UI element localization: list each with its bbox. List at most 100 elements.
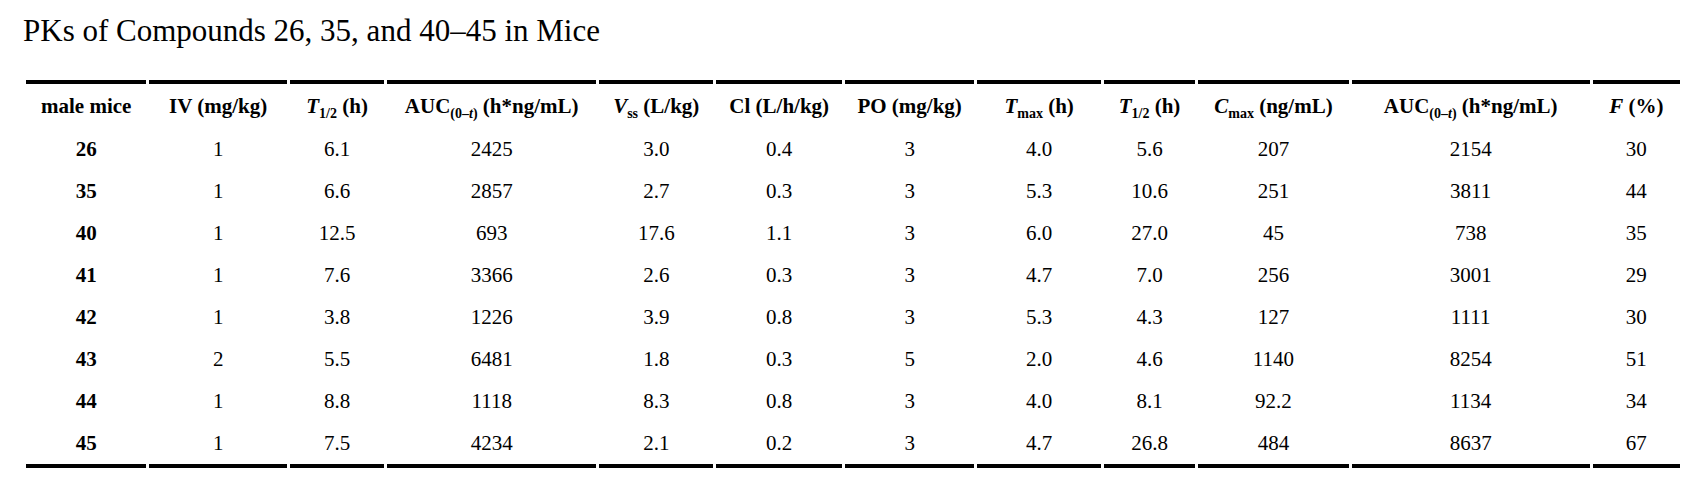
cell-po-t-half: 26.8 xyxy=(1104,422,1195,468)
cell-po-auc: 1111 xyxy=(1352,296,1590,338)
compound-id: 35 xyxy=(26,170,146,212)
cell-cmax: 92.2 xyxy=(1198,380,1349,422)
cell-po-t-half: 8.1 xyxy=(1104,380,1195,422)
cell-po-dose: 3 xyxy=(845,380,974,422)
cell-cl: 0.3 xyxy=(716,170,841,212)
cell-tmax: 5.3 xyxy=(977,170,1100,212)
cell-tmax: 2.0 xyxy=(977,338,1100,380)
cell-iv-dose: 2 xyxy=(149,338,287,380)
cell-iv-t-half: 6.6 xyxy=(290,170,384,212)
col-header-po-t-half: T1/2 (h) xyxy=(1104,80,1195,128)
cell-iv-dose: 1 xyxy=(149,254,287,296)
cell-cmax: 127 xyxy=(1198,296,1349,338)
col-header-po-auc: AUC(0–t) (h*ng/mL) xyxy=(1352,80,1590,128)
cell-po-dose: 3 xyxy=(845,128,974,170)
cell-iv-auc: 2857 xyxy=(387,170,596,212)
cell-f-percent: 67 xyxy=(1593,422,1680,468)
cell-vss: 8.3 xyxy=(599,380,713,422)
cell-cl: 0.3 xyxy=(716,254,841,296)
cell-iv-t-half: 7.6 xyxy=(290,254,384,296)
cell-cmax: 1140 xyxy=(1198,338,1349,380)
cell-po-t-half: 27.0 xyxy=(1104,212,1195,254)
cell-iv-auc: 2425 xyxy=(387,128,596,170)
cell-po-dose: 3 xyxy=(845,296,974,338)
col-header-iv-t-half: T1/2 (h) xyxy=(290,80,384,128)
cell-cl: 0.8 xyxy=(716,380,841,422)
table-row-compound-42: 4213.812263.90.835.34.3127111130 xyxy=(26,296,1680,338)
col-header-tmax: Tmax (h) xyxy=(977,80,1100,128)
cell-vss: 2.6 xyxy=(599,254,713,296)
cell-po-dose: 3 xyxy=(845,422,974,468)
cell-vss: 1.8 xyxy=(599,338,713,380)
cell-tmax: 4.7 xyxy=(977,254,1100,296)
cell-f-percent: 34 xyxy=(1593,380,1680,422)
cell-iv-t-half: 5.5 xyxy=(290,338,384,380)
cell-iv-dose: 1 xyxy=(149,128,287,170)
col-header-iv-auc: AUC(0–t) (h*ng/mL) xyxy=(387,80,596,128)
cell-po-t-half: 4.6 xyxy=(1104,338,1195,380)
cell-iv-dose: 1 xyxy=(149,212,287,254)
page: PKs of Compounds 26, 35, and 40–45 in Mi… xyxy=(0,0,1702,468)
header-row: male miceIV (mg/kg)T1/2 (h)AUC(0–t) (h*n… xyxy=(26,80,1680,128)
cell-po-dose: 5 xyxy=(845,338,974,380)
cell-f-percent: 30 xyxy=(1593,128,1680,170)
compound-id: 26 xyxy=(26,128,146,170)
compound-id: 45 xyxy=(26,422,146,468)
compound-id: 41 xyxy=(26,254,146,296)
cell-iv-auc: 1226 xyxy=(387,296,596,338)
table-row-compound-26: 2616.124253.00.434.05.6207215430 xyxy=(26,128,1680,170)
cell-f-percent: 51 xyxy=(1593,338,1680,380)
cell-po-t-half: 7.0 xyxy=(1104,254,1195,296)
table-header: male miceIV (mg/kg)T1/2 (h)AUC(0–t) (h*n… xyxy=(26,80,1680,128)
cell-cmax: 484 xyxy=(1198,422,1349,468)
cell-tmax: 4.0 xyxy=(977,128,1100,170)
cell-cmax: 251 xyxy=(1198,170,1349,212)
cell-vss: 2.7 xyxy=(599,170,713,212)
cell-iv-auc: 1118 xyxy=(387,380,596,422)
cell-cl: 0.4 xyxy=(716,128,841,170)
cell-cmax: 256 xyxy=(1198,254,1349,296)
table-body: 2616.124253.00.434.05.62072154303516.628… xyxy=(26,128,1680,468)
cell-f-percent: 29 xyxy=(1593,254,1680,296)
cell-cmax: 45 xyxy=(1198,212,1349,254)
cell-iv-t-half: 7.5 xyxy=(290,422,384,468)
cell-iv-auc: 4234 xyxy=(387,422,596,468)
cell-po-dose: 3 xyxy=(845,170,974,212)
cell-po-auc: 738 xyxy=(1352,212,1590,254)
cell-po-auc: 3001 xyxy=(1352,254,1590,296)
cell-vss: 17.6 xyxy=(599,212,713,254)
table-row-compound-41: 4117.633662.60.334.77.0256300129 xyxy=(26,254,1680,296)
cell-po-auc: 2154 xyxy=(1352,128,1590,170)
compound-id: 42 xyxy=(26,296,146,338)
compound-id: 44 xyxy=(26,380,146,422)
cell-iv-dose: 1 xyxy=(149,380,287,422)
cell-cmax: 207 xyxy=(1198,128,1349,170)
cell-cl: 1.1 xyxy=(716,212,841,254)
cell-po-auc: 8254 xyxy=(1352,338,1590,380)
cell-f-percent: 44 xyxy=(1593,170,1680,212)
cell-cl: 0.2 xyxy=(716,422,841,468)
cell-f-percent: 30 xyxy=(1593,296,1680,338)
cell-tmax: 5.3 xyxy=(977,296,1100,338)
cell-f-percent: 35 xyxy=(1593,212,1680,254)
table-row-compound-45: 4517.542342.10.234.726.8484863767 xyxy=(26,422,1680,468)
cell-cl: 0.3 xyxy=(716,338,841,380)
col-header-f-percent: F (%) xyxy=(1593,80,1680,128)
cell-vss: 3.9 xyxy=(599,296,713,338)
cell-iv-dose: 1 xyxy=(149,422,287,468)
cell-po-dose: 3 xyxy=(845,254,974,296)
cell-tmax: 6.0 xyxy=(977,212,1100,254)
cell-po-auc: 1134 xyxy=(1352,380,1590,422)
cell-tmax: 4.0 xyxy=(977,380,1100,422)
table-row-compound-40: 40112.569317.61.136.027.04573835 xyxy=(26,212,1680,254)
cell-iv-auc: 3366 xyxy=(387,254,596,296)
cell-po-t-half: 5.6 xyxy=(1104,128,1195,170)
col-header-cl: Cl (L/h/kg) xyxy=(716,80,841,128)
cell-po-auc: 8637 xyxy=(1352,422,1590,468)
col-header-vss: Vss (L/kg) xyxy=(599,80,713,128)
col-header-po-dose: PO (mg/kg) xyxy=(845,80,974,128)
table-row-compound-35: 3516.628572.70.335.310.6251381144 xyxy=(26,170,1680,212)
table-row-compound-44: 4418.811188.30.834.08.192.2113434 xyxy=(26,380,1680,422)
col-header-cmax: Cmax (ng/mL) xyxy=(1198,80,1349,128)
cell-iv-dose: 1 xyxy=(149,296,287,338)
